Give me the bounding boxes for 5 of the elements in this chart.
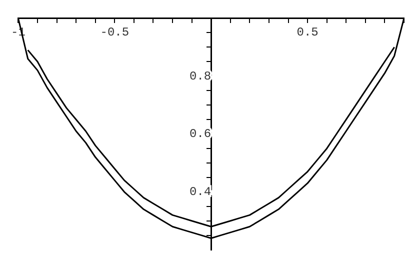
x-tick-label: -0.5 [100, 26, 130, 40]
y-tick-label: 0.8 [189, 69, 212, 84]
y-tick-label: 0.4 [189, 185, 212, 200]
y-tick-label: 0.6 [189, 127, 212, 142]
x-tick-label: 0.5 [296, 26, 318, 40]
